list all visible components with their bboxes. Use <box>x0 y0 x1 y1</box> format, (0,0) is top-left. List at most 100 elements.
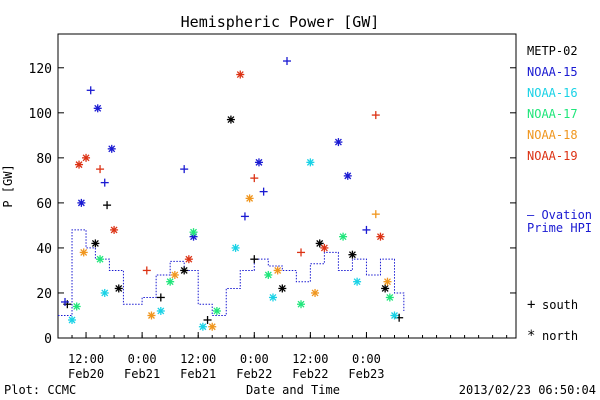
data-point <box>250 174 259 183</box>
marker-key-symbol: + <box>527 297 535 313</box>
data-point <box>259 187 268 196</box>
data-point <box>142 266 151 275</box>
data-point <box>156 293 165 302</box>
x-axis-label: Date and Time <box>246 383 340 397</box>
marker-key-label: north <box>542 329 578 343</box>
y-tick-label: 0 <box>44 332 52 347</box>
data-point <box>96 255 105 264</box>
legend-entry: NOAA-19 <box>527 149 578 163</box>
y-tick-label: 80 <box>36 152 52 167</box>
x-tick-date: Feb22 <box>292 367 328 381</box>
data-point <box>103 201 112 210</box>
x-tick-date: Feb21 <box>124 367 160 381</box>
marker-key-label: south <box>542 298 578 312</box>
legend-entry: NOAA-15 <box>527 65 578 79</box>
legend-entry: NOAA-17 <box>527 107 578 121</box>
y-tick-label: 100 <box>29 107 52 122</box>
data-point <box>236 70 245 79</box>
y-axis-label: P [GW] <box>1 164 15 207</box>
marker-key-symbol: * <box>527 328 535 344</box>
data-point <box>353 277 362 286</box>
data-point <box>376 232 385 241</box>
data-point <box>68 315 77 324</box>
data-point <box>343 171 352 180</box>
y-tick-label: 60 <box>36 197 52 212</box>
data-point <box>240 212 249 221</box>
footer-timestamp: 2013/02/23 06:50:04 <box>459 383 596 397</box>
data-point <box>82 153 91 162</box>
data-point <box>362 225 371 234</box>
data-point <box>96 165 105 174</box>
y-tick-label: 40 <box>36 242 52 257</box>
data-point <box>77 198 86 207</box>
data-point <box>297 248 306 257</box>
data-point <box>72 302 81 311</box>
data-point <box>339 232 348 241</box>
data-point <box>231 243 240 252</box>
data-point <box>212 306 221 315</box>
ovation-legend-label: Prime HPI <box>527 221 592 235</box>
data-point <box>170 270 179 279</box>
data-point <box>273 266 282 275</box>
x-axis: 12:00Feb200:00Feb2112:00Feb210:00Feb2212… <box>57 332 508 381</box>
data-point <box>297 300 306 309</box>
data-point <box>311 288 320 297</box>
data-point <box>348 250 357 259</box>
x-tick-date: Feb20 <box>68 367 104 381</box>
data-point <box>75 160 84 169</box>
data-point <box>383 277 392 286</box>
legend-entry: METP-02 <box>527 44 578 58</box>
data-point <box>184 255 193 264</box>
data-point <box>381 284 390 293</box>
data-point <box>91 239 100 248</box>
data-point <box>203 315 212 324</box>
data-point <box>254 158 263 167</box>
data-point <box>86 86 95 95</box>
data-point <box>107 144 116 153</box>
chart-title: Hemispheric Power [GW] <box>181 13 380 31</box>
y-tick-label: 120 <box>29 62 52 77</box>
legend-entry: NOAA-18 <box>527 128 578 142</box>
ovation-series <box>58 229 405 316</box>
x-tick-date: Feb21 <box>180 367 216 381</box>
data-point <box>371 210 380 219</box>
data-point <box>306 158 315 167</box>
x-tick-date: Feb22 <box>236 367 272 381</box>
data-point <box>79 248 88 257</box>
y-tick-label: 20 <box>36 287 52 302</box>
ovation-legend-label: – Ovation <box>527 208 592 222</box>
data-point <box>320 243 329 252</box>
y-axis: 0 20 40 60 80 100 120 <box>29 62 516 347</box>
data-point <box>166 277 175 286</box>
data-point <box>61 297 70 306</box>
data-point <box>100 178 109 187</box>
data-point <box>371 111 380 120</box>
x-tick-time: 12:00 <box>292 352 328 366</box>
data-point <box>93 104 102 113</box>
x-tick-time: 0:00 <box>128 352 157 366</box>
data-point <box>114 284 123 293</box>
data-point <box>334 138 343 147</box>
legend-entry: NOAA-16 <box>527 86 578 100</box>
data-point <box>264 270 273 279</box>
data-point <box>198 322 207 331</box>
ovation-line <box>58 229 405 316</box>
x-tick-time: 0:00 <box>240 352 269 366</box>
data-point <box>245 194 254 203</box>
data-point <box>189 228 198 237</box>
data-point <box>208 322 217 331</box>
data-point <box>385 293 394 302</box>
data-point <box>226 115 235 124</box>
x-tick-time: 12:00 <box>68 352 104 366</box>
data-point <box>147 311 156 320</box>
data-point <box>100 288 109 297</box>
data-point <box>110 225 119 234</box>
data-point <box>180 165 189 174</box>
data-point <box>250 255 259 264</box>
plot-area-frame <box>57 33 517 339</box>
x-tick-date: Feb23 <box>348 367 384 381</box>
data-point <box>156 306 165 315</box>
x-tick-time: 12:00 <box>180 352 216 366</box>
data-points <box>61 57 404 331</box>
